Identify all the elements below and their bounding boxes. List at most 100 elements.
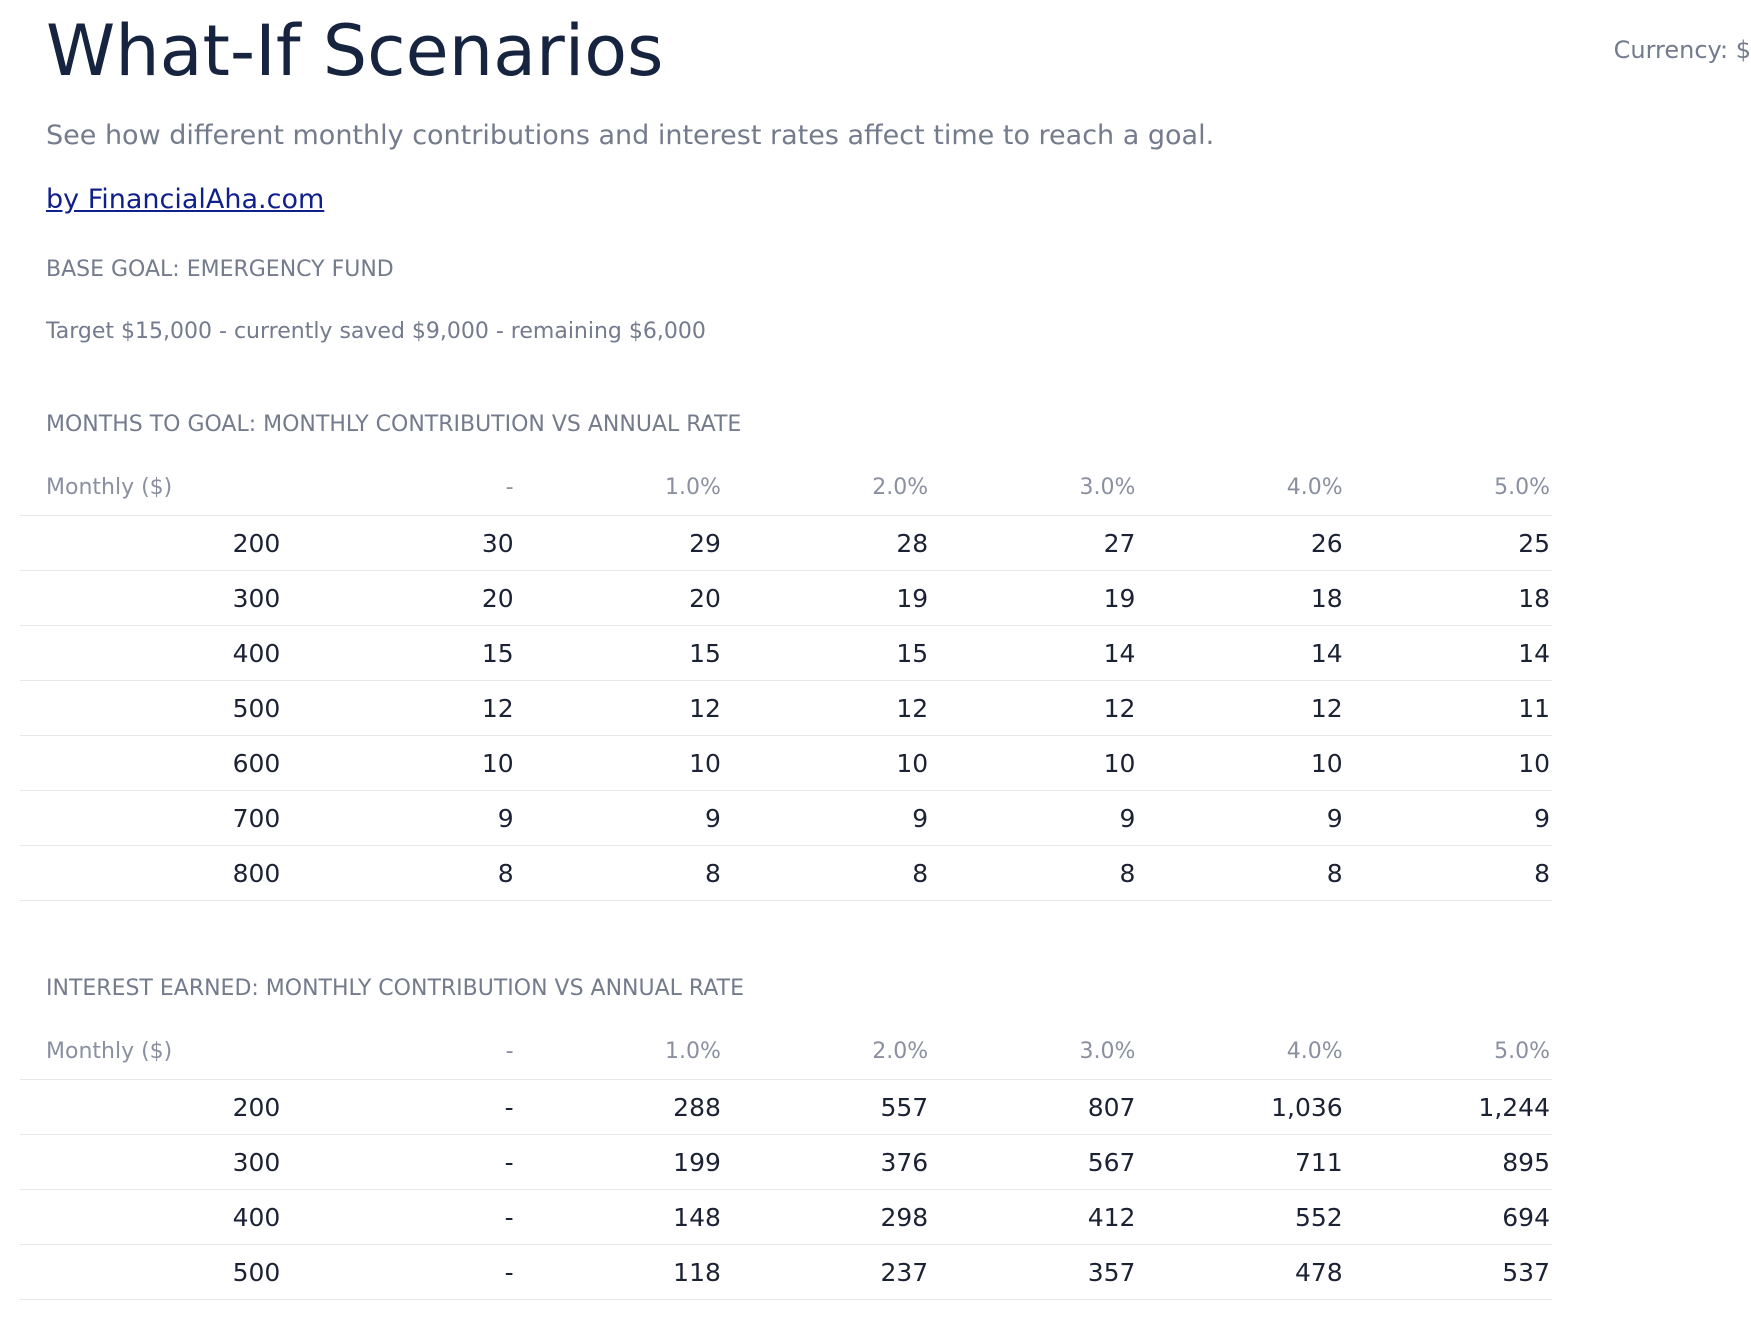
monthly-contribution-cell: 200 (20, 1079, 283, 1135)
monthly-contribution-cell: 500 (20, 680, 283, 736)
page-title: What-If Scenarios (46, 10, 664, 92)
table-row: 800 8 8 8 8 8 8 (20, 845, 1552, 901)
value-cell: 10 (515, 735, 723, 791)
value-cell: 18 (1344, 570, 1552, 626)
column-header-rate: 1.0% (515, 460, 723, 516)
value-cell: - (282, 1134, 516, 1190)
column-header-rate: 4.0% (1137, 1024, 1345, 1080)
value-cell: 8 (1344, 845, 1552, 901)
value-cell: 12 (930, 680, 1138, 736)
value-cell: 10 (282, 735, 516, 791)
table-row: 500-118 237 357 478 537 (20, 1244, 1552, 1300)
value-cell: 12 (722, 680, 931, 736)
value-cell: 478 (1137, 1244, 1345, 1300)
monthly-contribution-cell: 200 (20, 515, 283, 571)
value-cell: 10 (1344, 735, 1552, 791)
column-header-rate: 4.0% (1137, 460, 1345, 516)
column-header-monthly: Monthly ($) (20, 460, 283, 516)
value-cell: 11 (1344, 680, 1552, 736)
value-cell: 298 (722, 1189, 931, 1245)
base-goal-heading: BASE GOAL: EMERGENCY FUND (46, 257, 394, 282)
column-header-rate: - (282, 1024, 516, 1080)
column-header-rate: 2.0% (722, 460, 931, 516)
value-cell: 28 (722, 515, 931, 571)
value-cell: 14 (1344, 625, 1552, 681)
value-cell: 18 (1137, 570, 1345, 626)
value-cell: 1,244 (1344, 1079, 1552, 1135)
value-cell: 557 (722, 1079, 931, 1135)
monthly-contribution-cell: 300 (20, 570, 283, 626)
value-cell: 8 (722, 845, 931, 901)
table-header-row: Monthly ($) -1.0% 2.0% 3.0% 4.0% 5.0% (20, 1024, 1552, 1080)
value-cell: 19 (930, 570, 1138, 626)
value-cell: - (282, 1079, 516, 1135)
value-cell: 376 (722, 1134, 931, 1190)
value-cell: 12 (515, 680, 723, 736)
table-row: 500 12 12 12 12 12 11 (20, 680, 1552, 736)
value-cell: 26 (1137, 515, 1345, 571)
value-cell: 12 (1137, 680, 1345, 736)
value-cell: - (282, 1189, 516, 1245)
value-cell: 9 (515, 790, 723, 846)
months-table-heading: MONTHS TO GOAL: MONTHLY CONTRIBUTION VS … (46, 412, 742, 437)
interest-table-heading: INTEREST EARNED: MONTHLY CONTRIBUTION VS… (46, 976, 744, 1001)
column-header-rate: - (282, 460, 516, 516)
column-header-rate: 2.0% (722, 1024, 931, 1080)
value-cell: 288 (515, 1079, 723, 1135)
table-row: 300-199 376 567 711 895 (20, 1134, 1552, 1190)
value-cell: 30 (282, 515, 516, 571)
value-cell: 15 (282, 625, 516, 681)
value-cell: 9 (1137, 790, 1345, 846)
value-cell: 15 (722, 625, 931, 681)
value-cell: 10 (1137, 735, 1345, 791)
table-row: 600 10 10 10 10 10 10 (20, 735, 1552, 791)
value-cell: - (282, 1244, 516, 1300)
value-cell: 118 (515, 1244, 723, 1300)
value-cell: 567 (930, 1134, 1138, 1190)
value-cell: 15 (515, 625, 723, 681)
value-cell: 10 (722, 735, 931, 791)
column-header-monthly: Monthly ($) (20, 1024, 283, 1080)
value-cell: 25 (1344, 515, 1552, 571)
value-cell: 19 (722, 570, 931, 626)
months-to-goal-table: Monthly ($) -1.0% 2.0% 3.0% 4.0% 5.0% 200 30 29… (20, 460, 1552, 901)
value-cell: 14 (930, 625, 1138, 681)
value-cell: 10 (930, 735, 1138, 791)
table-row: 200-288 557 807 1,036 1,244 (20, 1079, 1552, 1135)
value-cell: 9 (930, 790, 1138, 846)
table-row: 400-148 298 412 552 694 (20, 1189, 1552, 1245)
column-header-rate: 3.0% (930, 460, 1138, 516)
value-cell: 9 (722, 790, 931, 846)
value-cell: 537 (1344, 1244, 1552, 1300)
table-row: 200 30 29 28 27 26 25 (20, 515, 1552, 571)
monthly-contribution-cell: 700 (20, 790, 283, 846)
value-cell: 9 (1344, 790, 1552, 846)
interest-earned-table: Monthly ($) -1.0% 2.0% 3.0% 4.0% 5.0% 200-288… (20, 1024, 1552, 1300)
value-cell: 9 (282, 790, 516, 846)
value-cell: 29 (515, 515, 723, 571)
monthly-contribution-cell: 500 (20, 1244, 283, 1300)
base-goal-detail: Target $15,000 - currently saved $9,000 … (46, 319, 706, 344)
value-cell: 552 (1137, 1189, 1345, 1245)
value-cell: 1,036 (1137, 1079, 1345, 1135)
monthly-contribution-cell: 300 (20, 1134, 283, 1190)
value-cell: 14 (1137, 625, 1345, 681)
page-subtitle: See how different monthly contributions … (46, 120, 1215, 151)
monthly-contribution-cell: 800 (20, 845, 283, 901)
value-cell: 8 (515, 845, 723, 901)
column-header-rate: 5.0% (1344, 460, 1552, 516)
value-cell: 357 (930, 1244, 1138, 1300)
currency-indicator: Currency: $ (1613, 36, 1751, 64)
value-cell: 694 (1344, 1189, 1552, 1245)
value-cell: 412 (930, 1189, 1138, 1245)
table-row: 700 9 9 9 9 9 9 (20, 790, 1552, 846)
value-cell: 237 (722, 1244, 931, 1300)
monthly-contribution-cell: 400 (20, 625, 283, 681)
value-cell: 8 (930, 845, 1138, 901)
value-cell: 8 (282, 845, 516, 901)
value-cell: 711 (1137, 1134, 1345, 1190)
table-header-row: Monthly ($) -1.0% 2.0% 3.0% 4.0% 5.0% (20, 460, 1552, 516)
financialaha-link[interactable]: by FinancialAha.com (46, 184, 325, 215)
value-cell: 807 (930, 1079, 1138, 1135)
